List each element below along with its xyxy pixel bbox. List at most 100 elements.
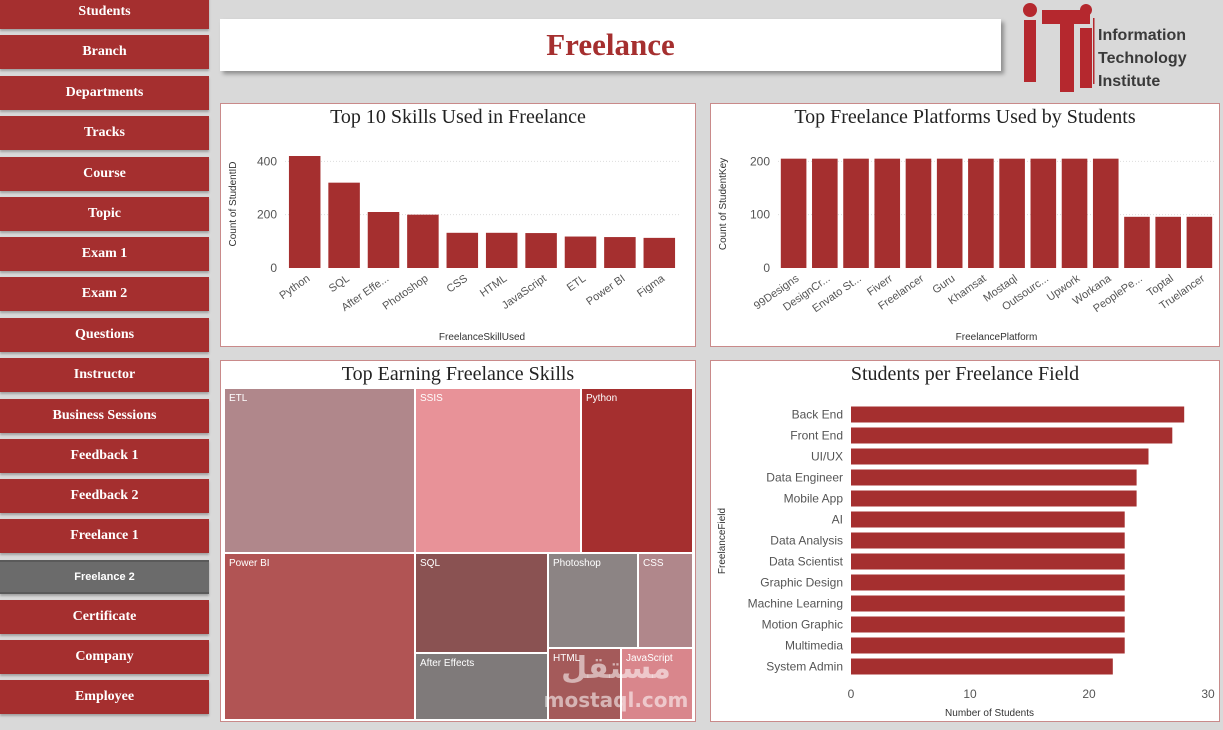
fields-bar-chart: Back End Front End UI/UX Data Engineer Mobil…: [717, 406, 1215, 719]
treemap-label: SQL: [420, 558, 441, 569]
skills-chart-panel: Top 10 Skills Used in Freelance 0 200 400 P…: [220, 103, 696, 347]
nav-button-students[interactable]: Students: [0, 0, 209, 29]
bar[interactable]: [851, 469, 1137, 486]
chart-title: Students per Freelance Field: [850, 363, 1080, 385]
y-tick-label: 200: [750, 154, 770, 168]
nav-button-instructor[interactable]: Instructor: [0, 358, 209, 392]
nav-button-branch[interactable]: Branch: [0, 35, 209, 69]
bar[interactable]: [367, 212, 400, 268]
treemap-label: Photoshop: [553, 558, 601, 569]
bar[interactable]: [525, 233, 557, 268]
bar[interactable]: [1186, 216, 1213, 268]
nav-button-employee[interactable]: Employee: [0, 680, 209, 714]
bar[interactable]: [851, 448, 1149, 465]
bar[interactable]: [407, 214, 439, 268]
bar[interactable]: [851, 658, 1113, 675]
x-tick-label: HTML: [478, 273, 509, 300]
bar[interactable]: [851, 574, 1125, 591]
treemap-cell[interactable]: Python: [581, 388, 693, 553]
bar[interactable]: [851, 406, 1185, 423]
nav-button-exam-1[interactable]: Exam 1: [0, 237, 209, 271]
bar[interactable]: [328, 182, 360, 268]
x-tick-label: ETL: [565, 273, 588, 294]
nav-button-freelance-1[interactable]: Freelance 1: [0, 519, 209, 553]
bar[interactable]: [1061, 158, 1088, 268]
x-axis-title: FreelanceSkillUsed: [439, 332, 525, 343]
bar[interactable]: [446, 232, 479, 268]
nav-button-tracks[interactable]: Tracks: [0, 116, 209, 150]
bar[interactable]: [1124, 216, 1150, 268]
bar[interactable]: [851, 427, 1173, 444]
chart-title: Top Freelance Platforms Used by Students: [794, 106, 1136, 128]
bar[interactable]: [1092, 158, 1119, 268]
nav-button-freelance-2[interactable]: Freelance 2: [0, 560, 209, 594]
nav-button-topic[interactable]: Topic: [0, 197, 209, 231]
y-tick-label: Front End: [790, 429, 843, 443]
bar[interactable]: [812, 158, 838, 268]
treemap-cell[interactable]: Power BI: [224, 553, 415, 720]
bar[interactable]: [851, 532, 1125, 549]
bar[interactable]: [851, 511, 1125, 528]
y-tick-label: System Admin: [766, 660, 843, 674]
bar[interactable]: [874, 158, 901, 268]
bar[interactable]: [999, 158, 1025, 268]
x-axis-title: FreelancePlatform: [956, 332, 1038, 343]
x-tick-label: 20: [1082, 687, 1096, 701]
y-tick-label: Back End: [792, 408, 843, 422]
chart-title: Top 10 Skills Used in Freelance: [330, 106, 586, 128]
logo-line-3: Institute: [1098, 73, 1161, 90]
treemap-cell[interactable]: SSIS: [415, 388, 581, 553]
treemap-cell[interactable]: ETL: [224, 388, 415, 553]
y-tick-label: Data Analysis: [770, 534, 843, 548]
y-tick-label: 0: [763, 261, 770, 275]
bar[interactable]: [851, 616, 1125, 633]
x-axis-title: Number of Students: [945, 708, 1034, 719]
nav-button-feedback-1[interactable]: Feedback 1: [0, 439, 209, 473]
bar[interactable]: [780, 158, 807, 268]
bar[interactable]: [851, 490, 1137, 507]
bar[interactable]: [643, 237, 676, 268]
y-tick-label: Motion Graphic: [762, 618, 843, 632]
bar[interactable]: [564, 236, 597, 268]
x-tick-label: 10: [963, 687, 977, 701]
treemap-cell[interactable]: SQL: [415, 553, 548, 653]
page-title: Freelance: [546, 27, 675, 62]
bar[interactable]: [485, 232, 518, 268]
bar[interactable]: [968, 158, 994, 268]
bar[interactable]: [851, 595, 1125, 612]
nav-button-departments[interactable]: Departments: [0, 76, 209, 110]
bar[interactable]: [1030, 158, 1057, 268]
logo-line-1: Information: [1098, 27, 1186, 44]
nav-button-business-sessions[interactable]: Business Sessions: [0, 399, 209, 433]
bar[interactable]: [1155, 216, 1181, 268]
treemap-cell[interactable]: CSS: [638, 553, 693, 648]
nav-button-feedback-2[interactable]: Feedback 2: [0, 479, 209, 513]
treemap-cell[interactable]: Photoshop: [548, 553, 638, 648]
bar[interactable]: [843, 158, 869, 268]
treemap-label: After Effects: [420, 658, 475, 669]
bar[interactable]: [288, 156, 321, 268]
treemap-cell[interactable]: After Effects: [415, 653, 548, 720]
bar[interactable]: [851, 637, 1125, 654]
earning-skills-treemap-panel: Top Earning Freelance Skills ETL SSIS Pyth…: [220, 360, 696, 722]
x-tick-label: Power BI: [584, 273, 627, 308]
nav-button-course[interactable]: Course: [0, 157, 209, 191]
chart-title: Top Earning Freelance Skills: [341, 363, 575, 385]
bar[interactable]: [905, 158, 932, 268]
treemap-cell[interactable]: HTML: [548, 648, 621, 720]
nav-button-company[interactable]: Company: [0, 640, 209, 674]
y-tick-label: Mobile App: [784, 492, 844, 506]
treemap-label: HTML: [553, 653, 581, 664]
x-tick-label: JavaScript: [500, 273, 549, 312]
treemap-label: CSS: [643, 558, 664, 569]
nav-button-questions[interactable]: Questions: [0, 318, 209, 352]
treemap-cell[interactable]: JavaScript: [621, 648, 693, 720]
bar[interactable]: [604, 237, 636, 268]
y-tick-label: 100: [750, 208, 770, 222]
nav-button-exam-2[interactable]: Exam 2: [0, 277, 209, 311]
bar[interactable]: [851, 553, 1125, 570]
logo-text: Information Technology Institute: [1098, 24, 1218, 93]
nav-button-certificate[interactable]: Certificate: [0, 600, 209, 634]
bar[interactable]: [936, 158, 963, 268]
